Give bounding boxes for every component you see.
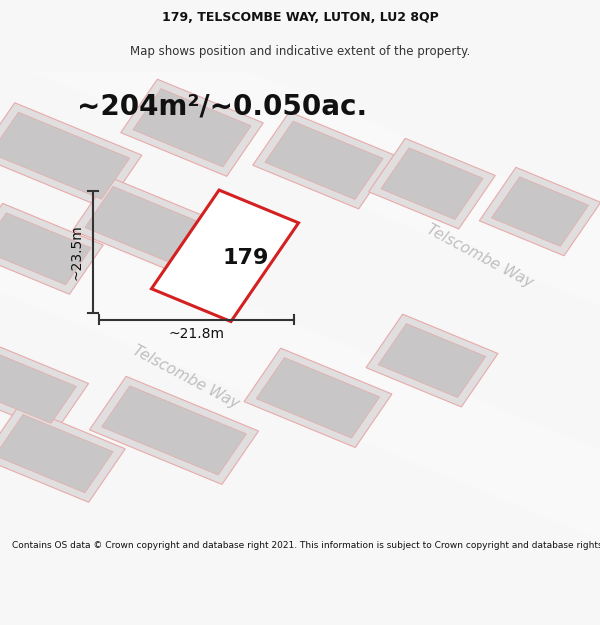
Polygon shape bbox=[0, 344, 89, 433]
Polygon shape bbox=[368, 138, 496, 229]
Text: ~204m²/~0.050ac.: ~204m²/~0.050ac. bbox=[77, 92, 367, 121]
Polygon shape bbox=[265, 121, 383, 199]
Polygon shape bbox=[244, 348, 392, 448]
Text: Telscombe Way: Telscombe Way bbox=[130, 342, 242, 411]
Polygon shape bbox=[133, 89, 251, 167]
Polygon shape bbox=[366, 314, 498, 407]
Polygon shape bbox=[151, 190, 299, 321]
Polygon shape bbox=[253, 112, 395, 209]
Text: ~23.5m: ~23.5m bbox=[69, 224, 83, 280]
Polygon shape bbox=[0, 112, 130, 199]
Polygon shape bbox=[0, 213, 91, 285]
Polygon shape bbox=[256, 357, 380, 438]
Polygon shape bbox=[121, 79, 263, 176]
Polygon shape bbox=[89, 376, 259, 484]
Polygon shape bbox=[0, 102, 142, 209]
Polygon shape bbox=[73, 177, 215, 274]
Polygon shape bbox=[0, 0, 600, 487]
Polygon shape bbox=[0, 414, 113, 493]
Polygon shape bbox=[378, 324, 486, 398]
Polygon shape bbox=[0, 203, 103, 294]
Text: 179: 179 bbox=[223, 248, 269, 268]
Polygon shape bbox=[85, 186, 203, 264]
Polygon shape bbox=[0, 76, 600, 625]
Text: Telscombe Way: Telscombe Way bbox=[424, 221, 536, 290]
Polygon shape bbox=[101, 386, 247, 475]
Polygon shape bbox=[0, 405, 125, 502]
Polygon shape bbox=[479, 168, 600, 256]
Text: Map shows position and indicative extent of the property.: Map shows position and indicative extent… bbox=[130, 45, 470, 58]
Text: ~21.8m: ~21.8m bbox=[169, 328, 224, 341]
Polygon shape bbox=[491, 177, 589, 246]
Text: Contains OS data © Crown copyright and database right 2021. This information is : Contains OS data © Crown copyright and d… bbox=[12, 541, 600, 549]
Text: 179, TELSCOMBE WAY, LUTON, LU2 8QP: 179, TELSCOMBE WAY, LUTON, LU2 8QP bbox=[161, 11, 439, 24]
Polygon shape bbox=[0, 354, 76, 423]
Polygon shape bbox=[381, 148, 483, 219]
